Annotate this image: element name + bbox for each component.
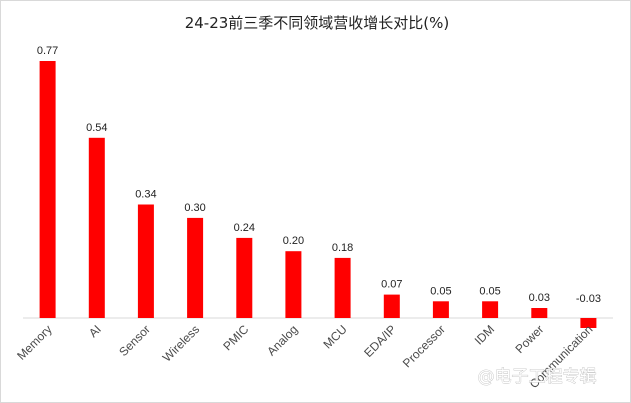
data-label: 0.05: [479, 285, 500, 297]
bar-communication: [580, 318, 597, 328]
plot-area: 0.77 Memory 0.54 AI 0.34 Sensor 0.30 Wireless 0.…: [14, 45, 613, 391]
category-label: Analog: [264, 322, 300, 358]
category-label: EDA/IP: [361, 322, 399, 360]
bar-idm: [482, 301, 499, 318]
category-label: Memory: [14, 322, 55, 363]
bar-eda-ip: [383, 294, 400, 318]
data-label: 0.05: [430, 285, 451, 297]
chart-title: 24-23前三季不同领域营收增长对比(%): [185, 14, 450, 32]
data-label: 0.20: [283, 235, 304, 247]
bar-analog: [285, 251, 302, 318]
watermark-text: @电子工程专辑: [478, 367, 597, 387]
data-label: 0.07: [381, 279, 402, 291]
bar-pmic: [236, 237, 253, 318]
category-label: PMIC: [220, 322, 251, 353]
data-label: 0.03: [529, 292, 550, 304]
category-label: Wireless: [160, 322, 202, 364]
category-label: AI: [86, 322, 104, 340]
bar-processor: [432, 301, 449, 318]
data-label: -0.03: [576, 293, 601, 305]
bar-sensor: [137, 204, 154, 318]
bar-memory: [39, 61, 56, 318]
category-label: IDM: [472, 322, 497, 347]
category-label: Power: [512, 322, 546, 356]
bar-power: [531, 308, 548, 318]
bar-wireless: [187, 217, 204, 318]
data-label: 0.77: [37, 45, 58, 57]
bar-mcu: [334, 257, 351, 318]
category-label: Sensor: [116, 322, 153, 359]
category-label: Processor: [400, 322, 448, 370]
category-label: MCU: [320, 322, 349, 351]
data-label: 0.18: [332, 242, 353, 254]
data-label: 0.54: [86, 122, 107, 134]
data-label: 0.24: [234, 222, 255, 234]
data-label: 0.34: [135, 189, 156, 201]
data-label: 0.30: [184, 202, 205, 214]
bar-ai: [88, 137, 105, 318]
